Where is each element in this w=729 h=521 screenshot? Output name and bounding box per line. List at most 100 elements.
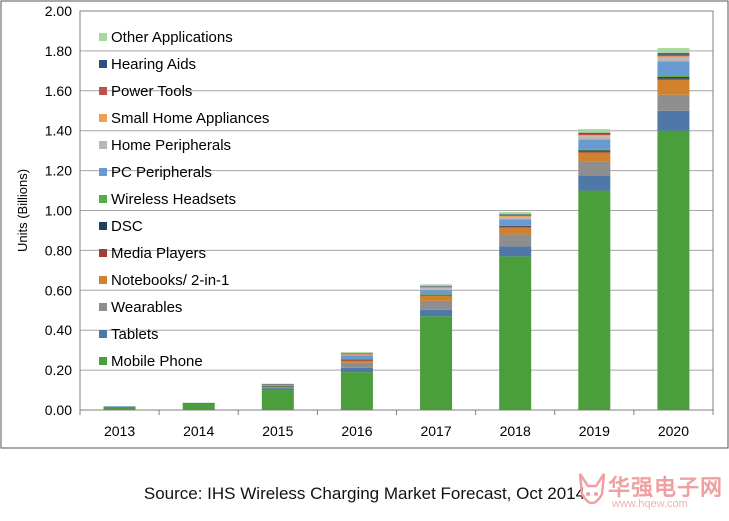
bar-segment-tablets bbox=[420, 309, 453, 317]
fox-logo-icon bbox=[578, 473, 606, 505]
legend-label: Notebooks/ 2-in-1 bbox=[111, 272, 229, 289]
bar-segment-dsc bbox=[420, 294, 453, 296]
bar-segment-wireless-headsets bbox=[657, 75, 690, 78]
bar-segment-wireless-headsets bbox=[261, 386, 294, 387]
legend-swatch bbox=[99, 276, 107, 284]
bar-segment-pc-peripherals bbox=[499, 219, 532, 226]
x-tick-label: 2017 bbox=[420, 423, 451, 439]
bar-segment-notebooks-2-in-1 bbox=[578, 152, 611, 162]
bar-segment-home-peripherals bbox=[657, 57, 690, 62]
watermark-title: 华强电子网 bbox=[608, 476, 724, 501]
x-tick-label: 2020 bbox=[658, 423, 689, 439]
y-tick-label: 0.20 bbox=[45, 362, 72, 378]
stacked-bar-chart: 0.00 0.20 0.40 0.60 0.80 1.00 1.20 1.40 1.60 1.80… bbox=[0, 0, 729, 449]
bar-segment-notebooks-2-in-1 bbox=[657, 79, 690, 95]
bar-segment-dsc bbox=[578, 150, 611, 152]
legend-swatch bbox=[99, 33, 107, 41]
bar-segment-power-tools bbox=[420, 286, 453, 288]
bar-segment-pc-peripherals bbox=[340, 355, 373, 360]
legend-swatch bbox=[99, 87, 107, 95]
y-tick-label: 1.20 bbox=[45, 163, 72, 179]
legend-swatch bbox=[99, 141, 107, 149]
legend-swatch bbox=[99, 114, 107, 122]
bar-segment-mobile-phone bbox=[340, 372, 373, 410]
legend-label: Small Home Appliances bbox=[111, 110, 269, 127]
bar-segment-wireless-headsets bbox=[499, 225, 532, 226]
bar-segment-other-applications bbox=[657, 48, 690, 54]
bar-segment-wearables bbox=[420, 300, 453, 310]
bar-segment-home-peripherals bbox=[578, 136, 611, 140]
bar-segment-small-home-appliances bbox=[657, 56, 690, 58]
source-caption: Source: IHS Wireless Charging Market For… bbox=[143, 484, 586, 503]
x-tick-label: 2019 bbox=[579, 423, 610, 439]
legend-label: Wearables bbox=[111, 299, 182, 316]
bar-segment-mobile-phone bbox=[657, 130, 690, 410]
bar-segment-hearing-aids bbox=[499, 214, 532, 216]
bar-segment-wearables bbox=[340, 362, 373, 368]
legend-swatch bbox=[99, 330, 107, 338]
bar-segment-hearing-aids bbox=[340, 353, 373, 354]
bar-segment-home-peripherals bbox=[499, 217, 532, 220]
bar-segment-notebooks-2-in-1 bbox=[499, 227, 532, 235]
x-tick-label: 2018 bbox=[500, 423, 531, 439]
bar-segment-other-applications bbox=[340, 352, 373, 354]
y-tick-label: 0.60 bbox=[45, 282, 72, 298]
bar-segment-wireless-headsets bbox=[420, 294, 453, 295]
x-tick-label: 2013 bbox=[104, 423, 135, 439]
bar-segment-wearables bbox=[657, 94, 690, 111]
bar-segment-pc-peripherals bbox=[261, 384, 294, 387]
bar-segment-wearables bbox=[578, 161, 611, 176]
bar-segment-hearing-aids bbox=[578, 132, 611, 134]
y-tick-label: 0.00 bbox=[45, 402, 72, 418]
bar-segment-tablets bbox=[103, 406, 136, 408]
legend-label: Media Players bbox=[111, 245, 206, 262]
bar-segment-wearables bbox=[499, 234, 532, 247]
bar-segment-home-peripherals bbox=[340, 354, 373, 356]
bar-segment-pc-peripherals bbox=[420, 290, 453, 295]
legend-swatch bbox=[99, 60, 107, 68]
legend-swatch bbox=[99, 195, 107, 203]
bar-segment-wireless-headsets bbox=[578, 149, 611, 151]
bar-segment-power-tools bbox=[578, 133, 611, 136]
bar-segment-notebooks-2-in-1 bbox=[340, 360, 373, 363]
bar-segment-notebooks-2-in-1 bbox=[420, 295, 453, 301]
bar-segment-power-tools bbox=[499, 215, 532, 217]
bar-segment-mobile-phone bbox=[182, 403, 215, 410]
y-tick-label: 1.80 bbox=[45, 43, 72, 59]
y-tick-label: 0.80 bbox=[45, 242, 72, 258]
bar-segment-dsc bbox=[657, 77, 690, 79]
bar-segment-small-home-appliances bbox=[420, 287, 453, 289]
bar-segment-tablets bbox=[499, 246, 532, 257]
bar-segment-wireless-headsets bbox=[340, 359, 373, 360]
bar-segment-tablets bbox=[261, 388, 294, 391]
bar-segment-media-players bbox=[340, 359, 373, 361]
bar-segment-media-players bbox=[657, 78, 690, 80]
legend-swatch bbox=[99, 222, 107, 230]
bar-segment-tablets bbox=[578, 175, 611, 191]
bar-segment-power-tools bbox=[340, 353, 373, 355]
bar-segment-dsc bbox=[340, 359, 373, 361]
bar-segment-pc-peripherals bbox=[578, 139, 611, 150]
bar-segment-small-home-appliances bbox=[578, 135, 611, 137]
legend-label: Home Peripherals bbox=[111, 137, 231, 154]
bar-segment-mobile-phone bbox=[261, 390, 294, 410]
bar-segment-media-players bbox=[499, 226, 532, 228]
bar-segment-hearing-aids bbox=[657, 53, 690, 55]
chart-frame bbox=[0, 0, 729, 449]
bar-segment-mobile-phone bbox=[103, 406, 136, 410]
bar-segment-small-home-appliances bbox=[499, 216, 532, 218]
x-tick-label: 2015 bbox=[262, 423, 293, 439]
bar-segment-media-players bbox=[420, 295, 453, 296]
legend-swatch bbox=[99, 357, 107, 365]
bar-segment-mobile-phone bbox=[499, 256, 532, 410]
legend-label: Mobile Phone bbox=[111, 353, 203, 370]
legend-label: Tablets bbox=[111, 326, 159, 343]
bar-segment-dsc bbox=[499, 225, 532, 227]
bar-segment-hearing-aids bbox=[261, 384, 294, 385]
bar-segment-other-applications bbox=[261, 383, 294, 385]
bar-segment-tablets bbox=[182, 402, 215, 404]
bar-segment-other-applications bbox=[499, 212, 532, 215]
legend-swatch bbox=[99, 303, 107, 311]
bar-segment-hearing-aids bbox=[420, 286, 453, 287]
legend-label: DSC bbox=[111, 218, 143, 235]
